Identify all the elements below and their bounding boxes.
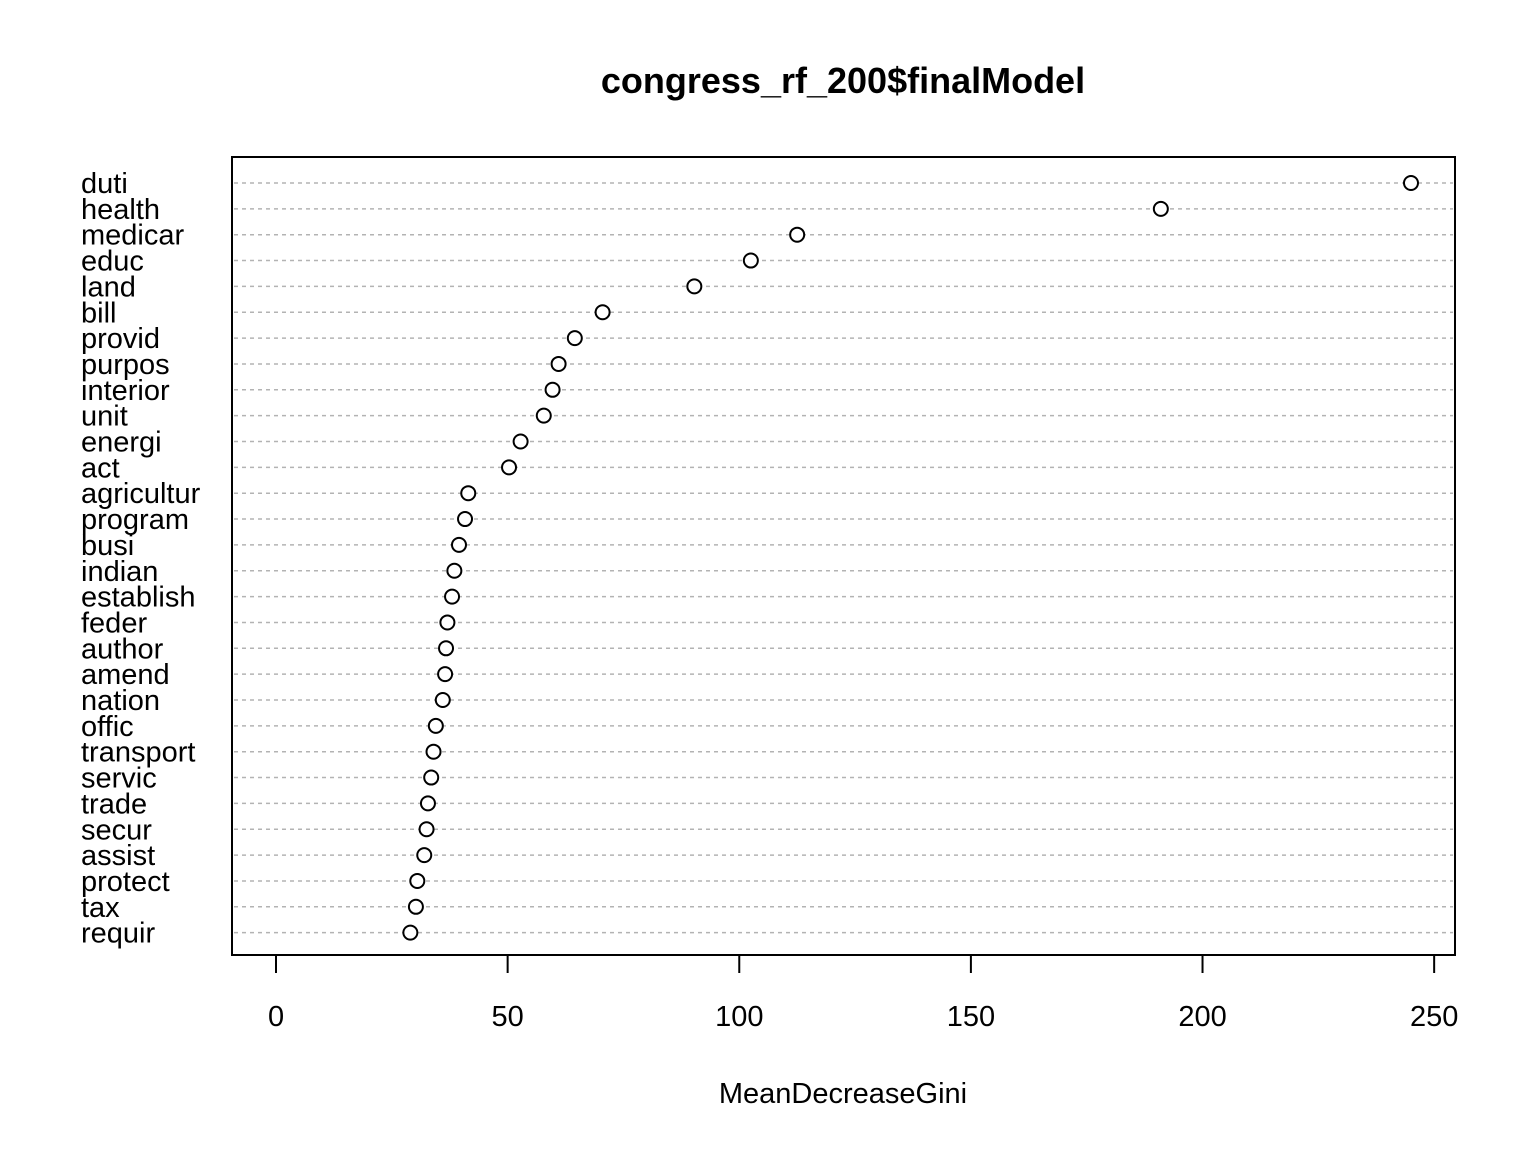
data-point-agricultur bbox=[460, 485, 477, 502]
data-points bbox=[402, 175, 1419, 941]
data-point-establish bbox=[444, 588, 461, 605]
row-label-educ: educ bbox=[81, 246, 144, 278]
row-label-bill: bill bbox=[81, 297, 116, 329]
data-point-servic bbox=[423, 769, 440, 786]
x-tick-label: 100 bbox=[715, 1001, 763, 1033]
data-point-protect bbox=[409, 872, 426, 889]
row-label-amend: amend bbox=[81, 659, 170, 691]
x-axis-label: MeanDecreaseGini bbox=[719, 1078, 967, 1110]
row-label-requir: requir bbox=[81, 918, 155, 950]
row-label-offic: offic bbox=[81, 711, 134, 743]
plot-box bbox=[231, 156, 1456, 956]
row-label-interior: interior bbox=[81, 375, 170, 407]
data-point-land bbox=[686, 278, 703, 295]
x-tick-label: 150 bbox=[947, 1001, 995, 1033]
data-point-tax bbox=[407, 898, 424, 915]
row-label-transport: transport bbox=[81, 737, 195, 769]
row-label-secur: secur bbox=[81, 814, 152, 846]
row-label-nation: nation bbox=[81, 685, 160, 717]
row-labels: dutihealthmedicareduclandbillprovidpurpo… bbox=[81, 168, 201, 950]
row-label-busi: busi bbox=[81, 530, 134, 562]
data-point-unit bbox=[535, 407, 552, 424]
data-point-requir bbox=[402, 924, 419, 941]
data-point-secur bbox=[418, 821, 435, 838]
data-point-medicar bbox=[789, 226, 806, 243]
row-label-energi: energi bbox=[81, 427, 162, 459]
data-point-feder bbox=[439, 614, 456, 631]
row-label-establish: establish bbox=[81, 582, 195, 614]
row-label-medicar: medicar bbox=[81, 220, 184, 252]
data-point-program bbox=[457, 511, 474, 528]
data-point-bill bbox=[594, 304, 611, 321]
row-label-land: land bbox=[81, 271, 136, 303]
row-label-agricultur: agricultur bbox=[81, 478, 201, 510]
data-point-author bbox=[438, 640, 455, 657]
data-point-indian bbox=[446, 562, 463, 579]
row-label-health: health bbox=[81, 194, 160, 226]
row-label-unit: unit bbox=[81, 401, 128, 433]
row-label-author: author bbox=[81, 633, 164, 665]
data-point-health bbox=[1152, 200, 1169, 217]
chart-title: congress_rf_200$finalModel bbox=[601, 60, 1085, 101]
data-point-educ bbox=[742, 252, 759, 269]
row-label-purpos: purpos bbox=[81, 349, 170, 381]
row-label-duti: duti bbox=[81, 168, 128, 200]
data-point-busi bbox=[450, 536, 467, 553]
x-tick-label: 0 bbox=[268, 1001, 284, 1033]
data-point-energi bbox=[512, 433, 529, 450]
x-axis: 0 50 100 150 200 250 bbox=[268, 954, 1458, 1033]
data-point-offic bbox=[427, 717, 444, 734]
x-tick-label: 50 bbox=[492, 1001, 524, 1033]
data-point-duti bbox=[1402, 175, 1419, 191]
data-point-purpos bbox=[550, 355, 567, 372]
row-label-act: act bbox=[81, 452, 120, 484]
x-tick-label: 200 bbox=[1178, 1001, 1226, 1033]
x-tick-label: 250 bbox=[1410, 1001, 1458, 1033]
data-point-nation bbox=[434, 692, 451, 708]
row-label-indian: indian bbox=[81, 556, 158, 588]
grid-lines bbox=[234, 182, 1453, 934]
data-point-act bbox=[501, 459, 518, 476]
row-label-protect: protect bbox=[81, 866, 170, 898]
row-label-assist: assist bbox=[81, 840, 155, 872]
row-label-tax: tax bbox=[81, 892, 120, 924]
row-label-trade: trade bbox=[81, 788, 147, 820]
data-point-interior bbox=[544, 381, 561, 398]
row-label-program: program bbox=[81, 504, 189, 536]
row-label-servic: servic bbox=[81, 763, 157, 795]
data-point-assist bbox=[416, 847, 433, 864]
data-point-transport bbox=[425, 743, 442, 760]
data-point-trade bbox=[419, 795, 436, 812]
row-label-provid: provid bbox=[81, 323, 160, 355]
row-label-feder: feder bbox=[81, 607, 147, 639]
data-point-amend bbox=[437, 666, 454, 683]
data-point-provid bbox=[566, 330, 583, 347]
